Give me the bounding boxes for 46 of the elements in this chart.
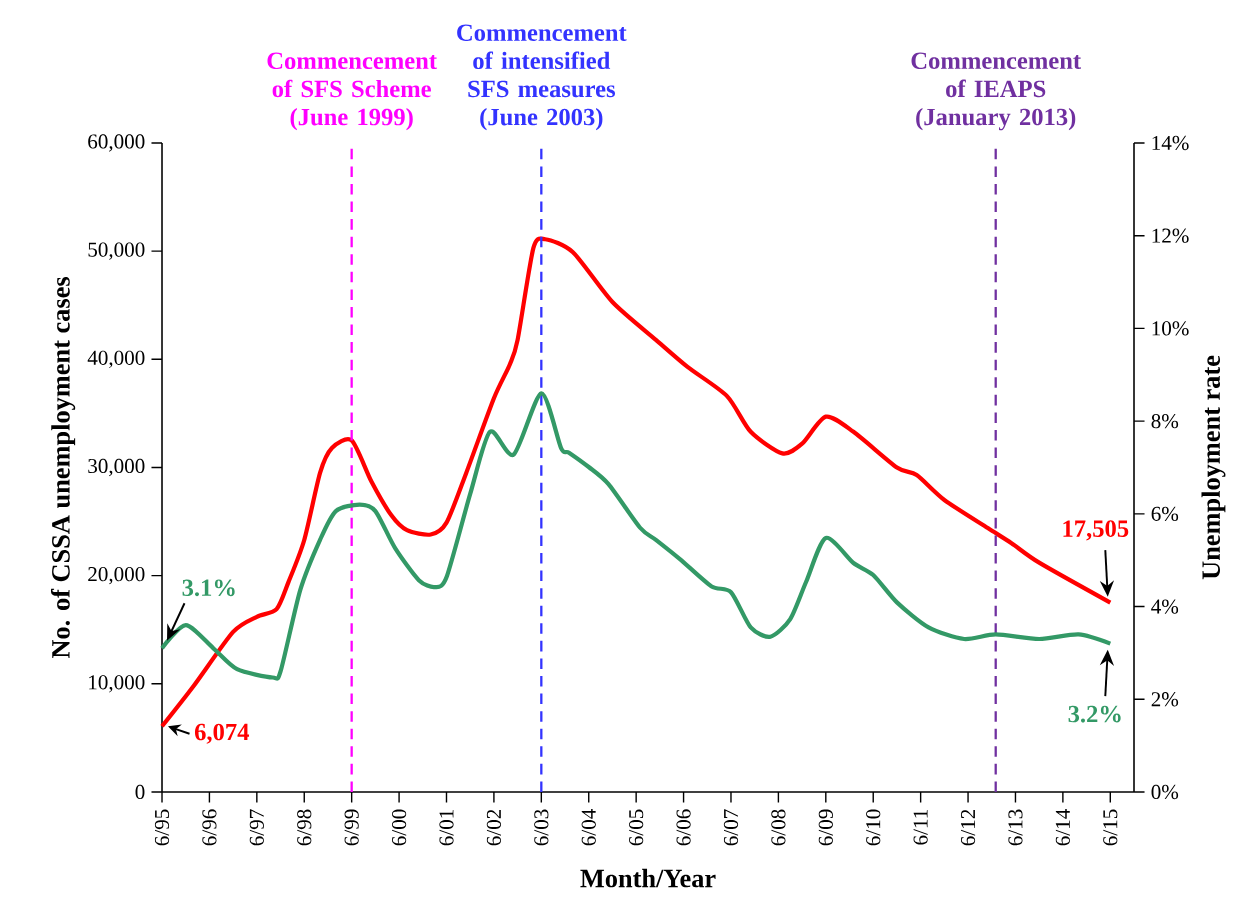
y2-tick-label: 0%	[1151, 784, 1179, 800]
x-tick-label: 6/14	[1055, 809, 1070, 846]
y2-tick-label: 10%	[1152, 321, 1189, 336]
x-tick-label: 6/10	[866, 809, 881, 846]
y2-axis-title: Unemployment rate	[1201, 355, 1226, 580]
data-label: 6,074	[194, 723, 250, 744]
x-tick-label: 6/08	[771, 809, 786, 846]
x-tick-label: 6/99	[344, 809, 359, 846]
x-tick-label: 6/13	[1008, 809, 1023, 846]
y2-tick-label: 4%	[1151, 599, 1179, 614]
x-tick-label: 6/03	[534, 809, 549, 846]
y-tick-label: 30,000	[88, 458, 145, 477]
y2-tick-label: 14%	[1152, 135, 1189, 151]
ref-line-label: Commencement of SFS Scheme (June 1999)	[267, 52, 437, 131]
x-tick-label: 6/11	[913, 809, 928, 845]
x-tick-label: 6/00	[391, 809, 407, 846]
x-tick-label: 6/01	[439, 809, 454, 846]
x-tick-label: 6/09	[818, 809, 833, 846]
x-tick-label: 6/07	[723, 809, 739, 846]
y-tick-label: 60,000	[88, 134, 145, 152]
y-tick-label: 0	[135, 784, 145, 800]
y-tick-label: 40,000	[87, 350, 145, 368]
x-axis-title: Month/Year	[580, 868, 716, 888]
y2-tick-label: 2%	[1151, 692, 1179, 707]
y-tick-label: 10,000	[89, 675, 145, 693]
x-tick-label: 6/12	[960, 809, 976, 846]
y-axis-title: No. of CSSA unemployment cases	[50, 277, 76, 659]
ref-line-label: Commencement of IEAPS (January 2013)	[911, 52, 1081, 131]
data-label: 3.1%	[182, 579, 235, 597]
x-tick-label: 6/96	[202, 809, 217, 846]
x-tick-label: 6/95	[154, 809, 170, 846]
x-tick-label: 6/15	[1103, 809, 1118, 846]
x-tick-label: 6/98	[297, 809, 312, 846]
x-tick-label: 6/04	[581, 809, 596, 846]
y2-tick-label: 8%	[1151, 413, 1179, 429]
y2-tick-label: 12%	[1152, 228, 1189, 243]
y-tick-label: 20,000	[88, 567, 145, 585]
x-tick-label: 6/97	[249, 809, 264, 846]
data-label: 17,505	[1063, 520, 1129, 541]
data-label: 3.2%	[1068, 705, 1121, 723]
y2-tick-label: 6%	[1151, 506, 1179, 521]
x-tick-label: 6/06	[676, 809, 691, 846]
x-tick-label: 6/02	[486, 809, 502, 846]
ref-line-label: Commencement of intensified SFS measures (June 2003)	[457, 24, 627, 131]
y-tick-label: 50,000	[88, 242, 145, 260]
x-tick-label: 6/05	[629, 809, 644, 846]
